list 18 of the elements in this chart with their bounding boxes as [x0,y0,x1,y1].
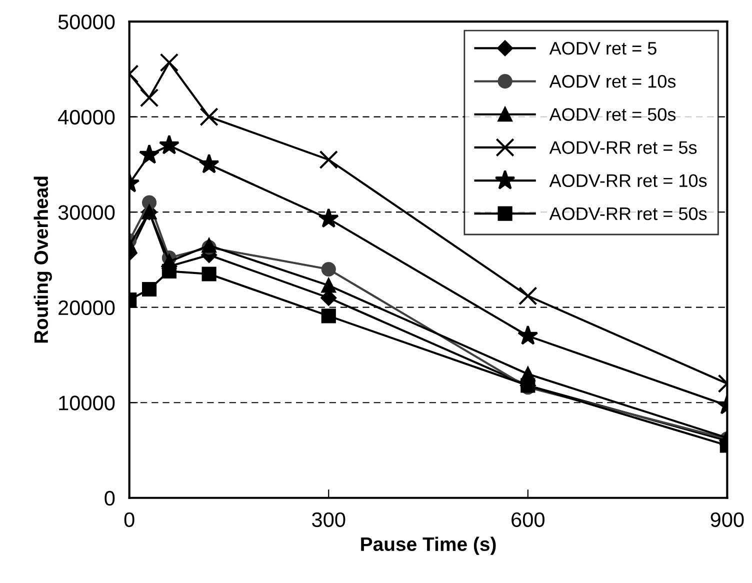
y-tick-label: 20000 [58,300,115,316]
x-tick-label: 900 [710,512,744,528]
x-tick-label: 600 [512,512,544,528]
legend-label: AODV ret = 5 [549,42,656,55]
legend-label: AODV ret = 10s [549,74,676,88]
legend-label: AODV-RR ret = 50s [549,207,707,220]
y-tick-label: 50000 [58,14,115,30]
y-tick-label: 0 [104,490,115,506]
y-tick-label: 10000 [59,396,115,410]
y-tick-label: 40000 [58,110,115,125]
y-axis-title: Routing Overhead [34,176,52,343]
y-tick-label: 30000 [58,205,115,220]
x-tick-label: 0 [124,512,134,528]
legend-label: AODV-RR ret = 5s [549,141,697,154]
x-axis-title: Pause Time (s) [361,536,496,555]
legend-label: AODV ret = 50s [549,108,676,121]
x-tick-label: 300 [312,512,346,528]
legend-label: AODV-RR ret = 10s [549,174,707,188]
